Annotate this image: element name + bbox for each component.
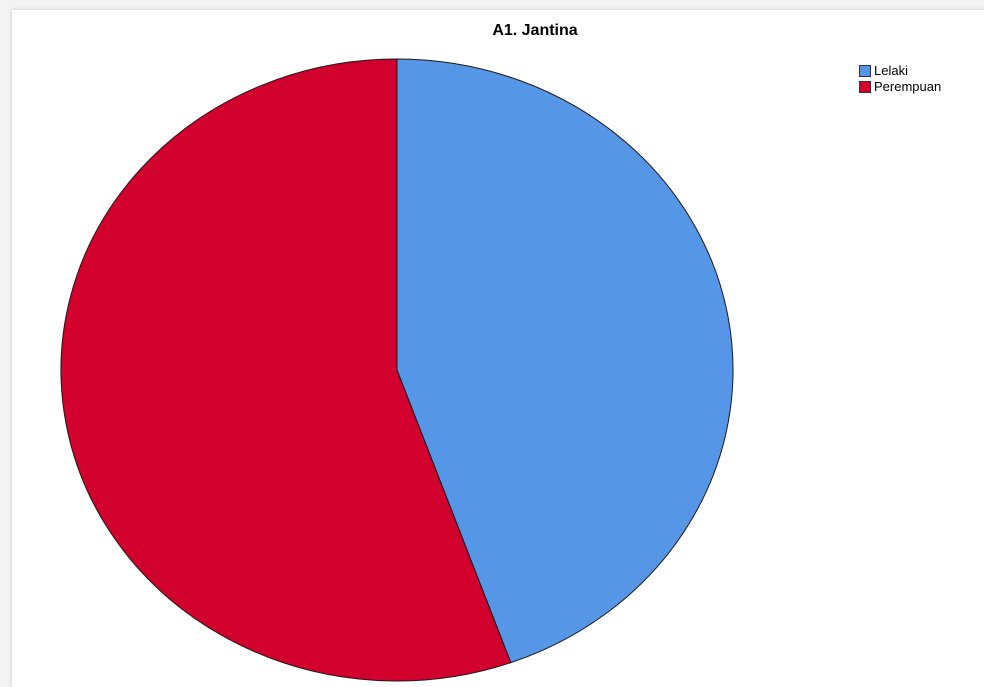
legend-label: Perempuan [874, 79, 942, 94]
chart-title: A1. Jantina [492, 22, 578, 39]
pie-slice-lelaki [396, 58, 734, 664]
pie-slice-perempuan [60, 58, 512, 682]
legend: Lelaki Perempuan [859, 63, 941, 95]
legend-swatch [859, 81, 871, 93]
legend-swatch [859, 65, 871, 77]
legend-item-perempuan: Perempuan [859, 79, 941, 95]
legend-label: Lelaki [874, 63, 908, 78]
legend-item-lelaki: Lelaki [859, 63, 941, 79]
